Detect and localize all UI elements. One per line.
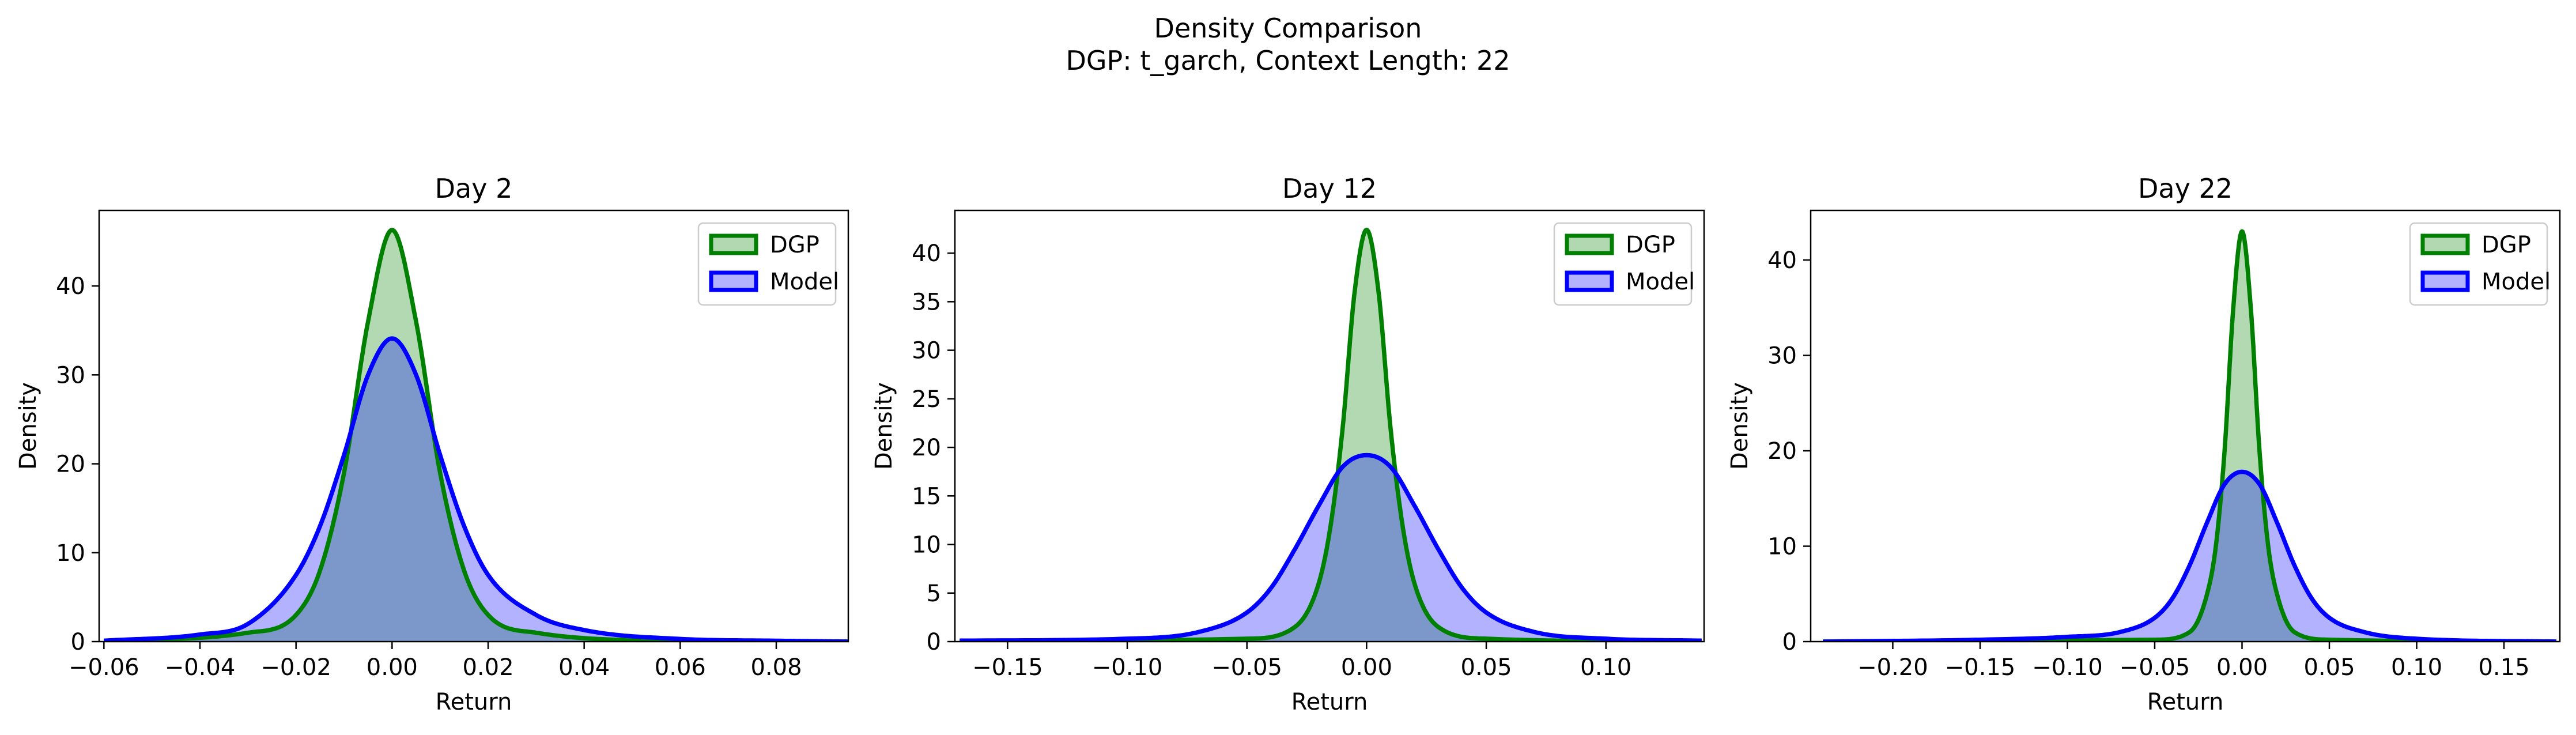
chart-title: Day 12 <box>1282 173 1377 204</box>
plot-area <box>960 227 1702 642</box>
legend-swatch-model <box>1565 270 1614 292</box>
legend-label-model: Model <box>770 269 839 295</box>
y-tick-label: 20 <box>912 435 941 461</box>
legend: DGP Model <box>2409 222 2551 306</box>
y-axis-label: Density <box>871 382 897 470</box>
y-tick-label: 0 <box>1782 629 1797 655</box>
x-tick-label: −0.20 <box>1857 654 1928 681</box>
chart-panel-2: −0.15 −0.10 −0.05 0.00 0.05 0.10 0 5 10 15 20 25 30 3… <box>871 173 1705 715</box>
y-tick-label: 20 <box>56 451 85 478</box>
x-tick-label: −0.04 <box>165 654 236 681</box>
x-axis-label: Return <box>436 689 512 715</box>
series-line-dgp <box>960 227 1702 642</box>
y-tick-label: 5 <box>927 581 941 607</box>
y-tick-label: 0 <box>71 629 85 655</box>
x-tick-label: −0.06 <box>69 654 139 681</box>
y-tick-label: 35 <box>912 289 941 315</box>
y-tick-label: 40 <box>912 240 941 267</box>
y-tick-label: 30 <box>1767 343 1797 370</box>
x-tick-label: 0.15 <box>2478 654 2529 681</box>
legend-label-dgp: DGP <box>770 232 819 258</box>
legend: DGP Model <box>697 222 839 306</box>
legend-swatch-model <box>709 270 758 292</box>
y-tick-label: 20 <box>1767 438 1797 465</box>
y-axis-label: Density <box>1727 382 1753 470</box>
x-tick-label: −0.05 <box>1211 654 1282 681</box>
x-tick-label: −0.10 <box>1092 654 1163 681</box>
axes-frame <box>98 209 849 643</box>
chart-panel-1: −0.06 −0.04 −0.02 0.00 0.02 0.04 0.06 0.08 0 10 20… <box>15 173 849 715</box>
axes-frame <box>954 209 1705 643</box>
chart-title: Day 2 <box>435 173 513 204</box>
legend: DGP Model <box>1553 222 1695 306</box>
y-tick-label: 30 <box>56 362 85 389</box>
x-tick-label: −0.05 <box>2120 654 2190 681</box>
legend-label-model: Model <box>2481 269 2551 295</box>
x-axis-label: Return <box>2147 689 2224 715</box>
x-tick-label: 0.08 <box>750 654 802 681</box>
x-tick-label: 0.00 <box>2216 654 2268 681</box>
series-fill-model <box>1823 472 2556 642</box>
legend-label-dgp: DGP <box>1626 232 1675 258</box>
y-tick-label: 15 <box>912 483 941 510</box>
y-tick-label: 10 <box>56 540 85 567</box>
legend-label-dgp: DGP <box>2481 232 2531 258</box>
y-tick-label: 40 <box>56 273 85 300</box>
y-tick-label: 10 <box>912 532 941 559</box>
x-axis-label: Return <box>1291 689 1368 715</box>
x-tick-label: 0.05 <box>2303 654 2355 681</box>
x-tick-label: 0.06 <box>655 654 706 681</box>
series-line-model <box>1823 469 2556 642</box>
series-line-dgp <box>1823 229 2556 642</box>
x-tick-label: 0.10 <box>1580 654 1631 681</box>
y-tick-label: 30 <box>912 338 941 364</box>
y-tick-label: 40 <box>1767 247 1797 274</box>
series-line-model <box>104 336 848 642</box>
chart-title: Day 22 <box>2138 173 2233 204</box>
x-tick-label: −0.02 <box>260 654 331 681</box>
figure-title: Density Comparison <box>1154 13 1422 44</box>
x-tick-label: 0.05 <box>1461 654 1512 681</box>
y-tick-label: 10 <box>1767 534 1797 560</box>
axes-frame <box>1810 209 2561 643</box>
series-line-dgp <box>104 228 848 642</box>
x-tick-label: 0.04 <box>558 654 610 681</box>
x-tick-label: −0.10 <box>2032 654 2103 681</box>
x-tick-label: 0.10 <box>2391 654 2442 681</box>
legend-label-model: Model <box>1626 269 1695 295</box>
x-tick-label: 0.00 <box>367 654 418 681</box>
legend-swatch-model <box>2420 270 2470 292</box>
series-fill-model <box>960 455 1702 642</box>
series-line-model <box>960 453 1702 642</box>
plot-area <box>1823 229 2556 642</box>
chart-panel-3: −0.20 −0.15 −0.10 −0.05 0.00 0.05 0.10 0.15 0 10 2… <box>1727 173 2561 715</box>
figure-subtitle: DGP: t_garch, Context Length: 22 <box>1066 45 1510 76</box>
x-tick-label: −0.15 <box>1945 654 2016 681</box>
x-tick-label: −0.15 <box>972 654 1043 681</box>
y-axis-label: Density <box>15 382 41 470</box>
series-fill-dgp <box>960 229 1702 642</box>
series-fill-model <box>104 338 848 642</box>
plot-area <box>104 228 848 642</box>
legend-swatch-dgp <box>709 233 758 255</box>
x-tick-label: 0.02 <box>462 654 513 681</box>
y-tick-label: 0 <box>927 629 941 655</box>
y-tick-label: 25 <box>912 386 941 413</box>
legend-swatch-dgp <box>1565 233 1614 255</box>
x-tick-label: 0.00 <box>1341 654 1392 681</box>
legend-swatch-dgp <box>2420 233 2470 255</box>
